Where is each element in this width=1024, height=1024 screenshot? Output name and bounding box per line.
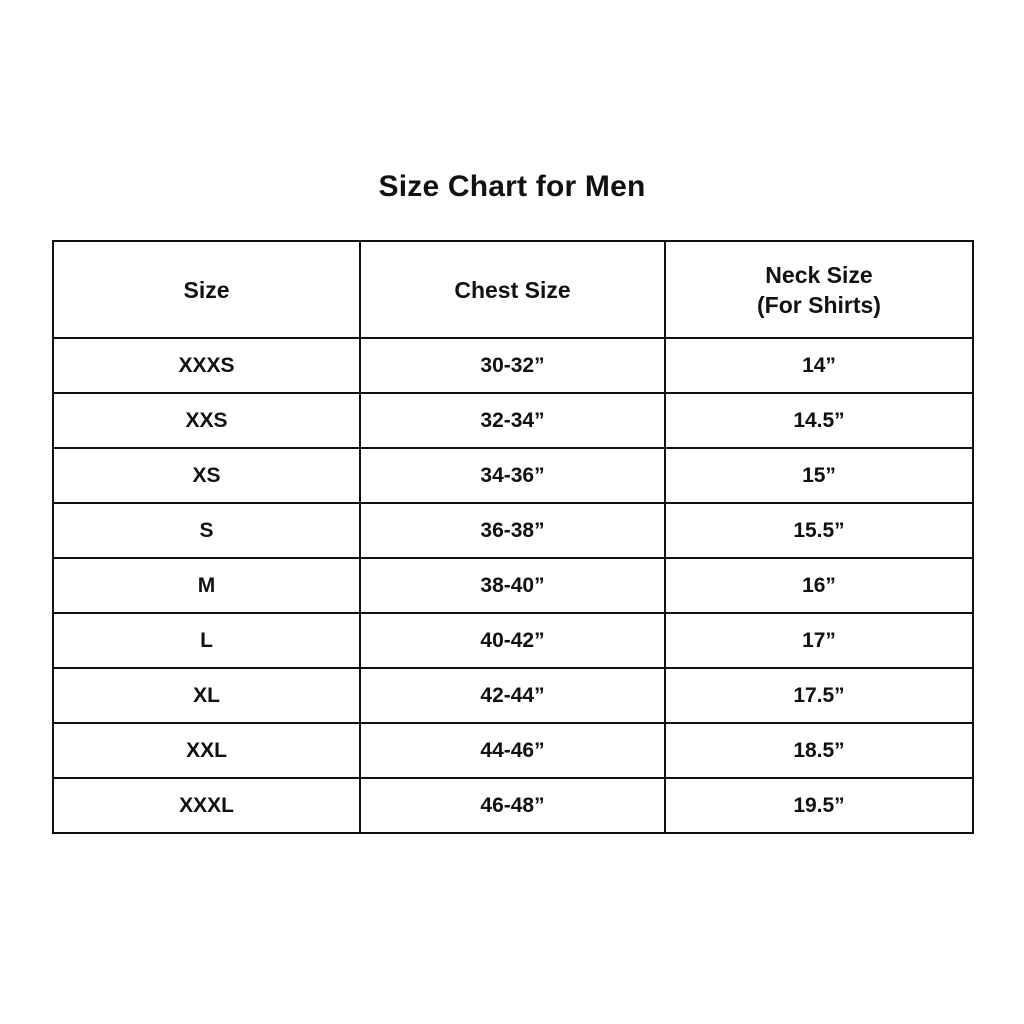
cell-neck-size: 17” <box>664 612 974 669</box>
table-row: XXS 32-34” 14.5” <box>52 392 974 449</box>
cell-chest-size: 44-46” <box>359 722 666 779</box>
cell-size: XL <box>52 667 361 724</box>
cell-chest-size: 38-40” <box>359 557 666 614</box>
table-row: XS 34-36” 15” <box>52 447 974 504</box>
cell-neck-size: 14” <box>664 337 974 394</box>
cell-size: XXXS <box>52 337 361 394</box>
table-row: XXXL 46-48” 19.5” <box>52 777 974 834</box>
cell-size: XS <box>52 447 361 504</box>
cell-neck-size: 16” <box>664 557 974 614</box>
table-row: XL 42-44” 17.5” <box>52 667 974 724</box>
cell-chest-size: 40-42” <box>359 612 666 669</box>
table-row: S 36-38” 15.5” <box>52 502 974 559</box>
table-header: Size Chest Size Neck Size (For Shirts) <box>52 240 974 339</box>
table-header-row: Size Chest Size Neck Size (For Shirts) <box>52 240 974 339</box>
cell-neck-size: 17.5” <box>664 667 974 724</box>
table-row: M 38-40” 16” <box>52 557 974 614</box>
size-chart-table: Size Chest Size Neck Size (For Shirts) X… <box>52 240 974 834</box>
cell-chest-size: 42-44” <box>359 667 666 724</box>
cell-size: XXL <box>52 722 361 779</box>
cell-chest-size: 46-48” <box>359 777 666 834</box>
cell-chest-size: 34-36” <box>359 447 666 504</box>
column-header-chest-size: Chest Size <box>359 240 666 339</box>
cell-size: L <box>52 612 361 669</box>
cell-neck-size: 19.5” <box>664 777 974 834</box>
column-header-size: Size <box>52 240 361 339</box>
table-body: XXXS 30-32” 14” XXS 32-34” 14.5” XS 34-3… <box>52 337 974 834</box>
cell-chest-size: 30-32” <box>359 337 666 394</box>
cell-chest-size: 36-38” <box>359 502 666 559</box>
cell-size: XXXL <box>52 777 361 834</box>
cell-size: XXS <box>52 392 361 449</box>
column-header-neck-size-line2: (For Shirts) <box>757 291 881 318</box>
column-header-neck-size-line1: Neck Size <box>765 261 873 288</box>
cell-neck-size: 18.5” <box>664 722 974 779</box>
table-row: L 40-42” 17” <box>52 612 974 669</box>
cell-neck-size: 15.5” <box>664 502 974 559</box>
page-title: Size Chart for Men <box>378 170 646 203</box>
table-row: XXL 44-46” 18.5” <box>52 722 974 779</box>
cell-chest-size: 32-34” <box>359 392 666 449</box>
column-header-neck-size: Neck Size (For Shirts) <box>664 240 974 339</box>
cell-size: S <box>52 502 361 559</box>
cell-neck-size: 15” <box>664 447 974 504</box>
cell-size: M <box>52 557 361 614</box>
table-row: XXXS 30-32” 14” <box>52 337 974 394</box>
cell-neck-size: 14.5” <box>664 392 974 449</box>
